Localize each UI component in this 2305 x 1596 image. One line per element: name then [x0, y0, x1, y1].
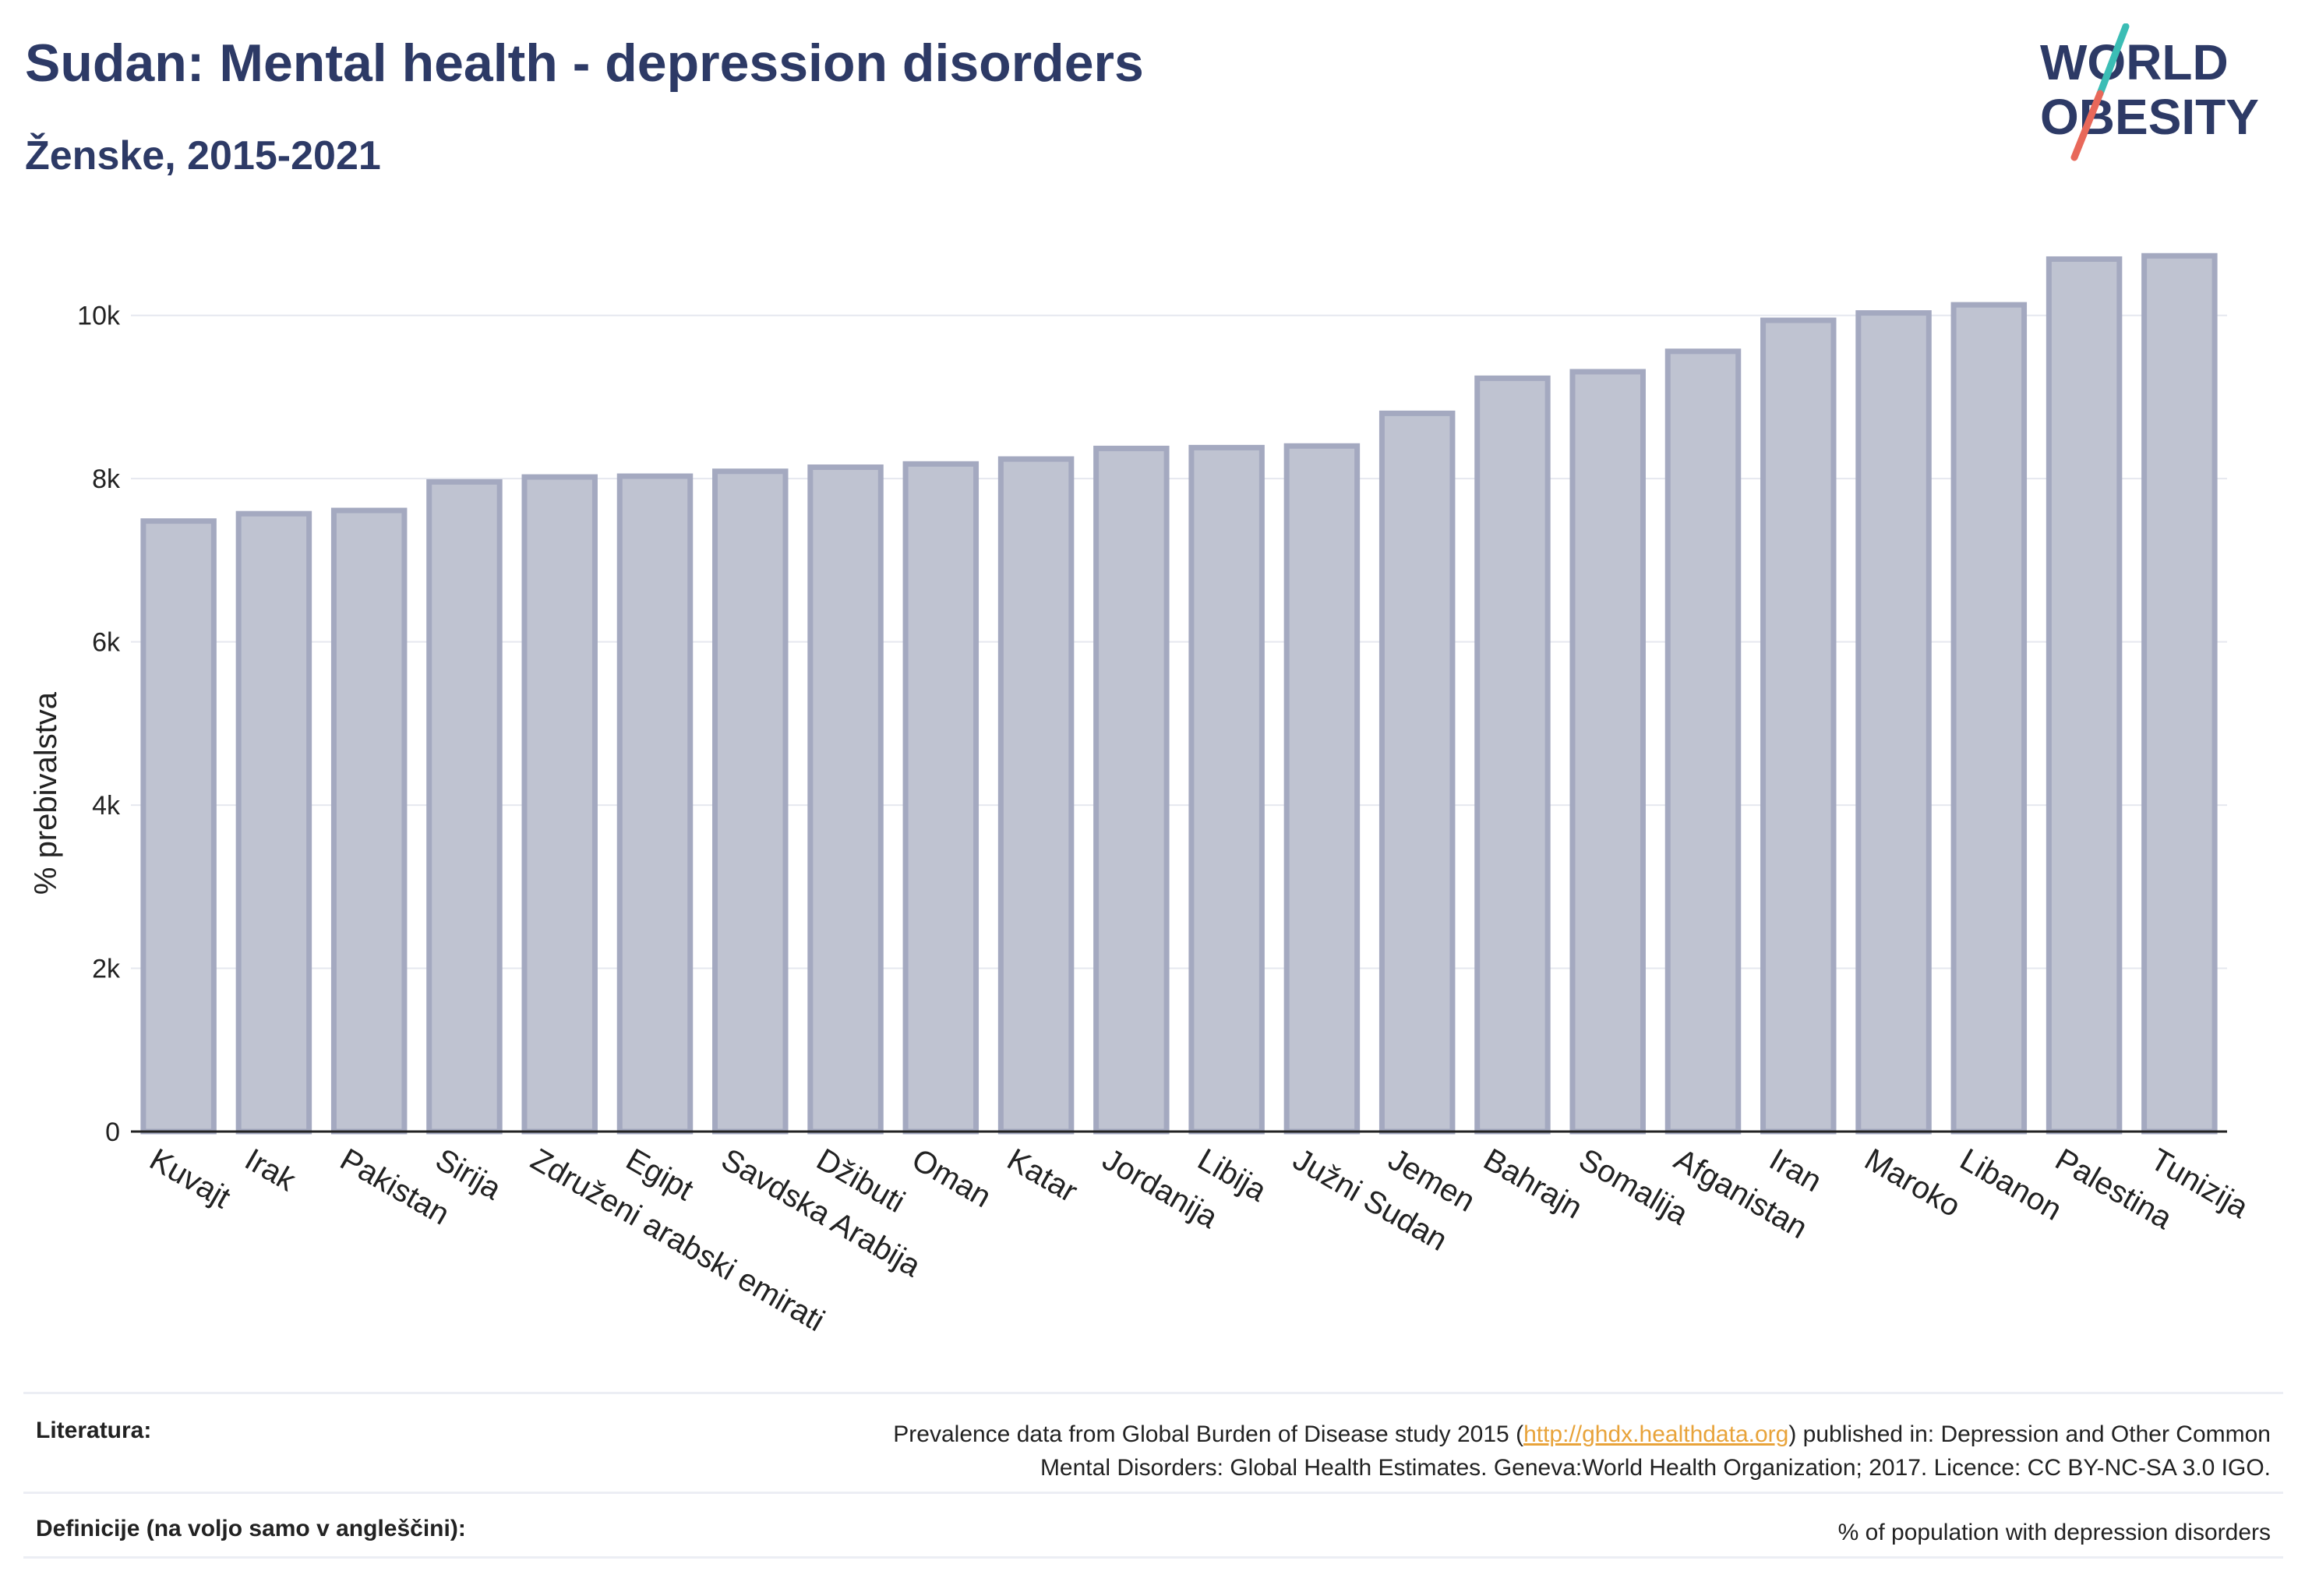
- x-tick-label: Kuvajt: [144, 1142, 236, 1216]
- x-tick-label: Irak: [239, 1142, 302, 1199]
- page-title: Sudan: Mental health - depression disord…: [25, 34, 1144, 93]
- bar: [1188, 444, 1265, 1135]
- y-tick-label: 2k: [92, 955, 121, 984]
- bar: [1855, 310, 1932, 1135]
- y-tick-labels: 0 2k 4k 6k 8k 10k: [77, 302, 121, 1147]
- bar: [807, 464, 884, 1135]
- sources-row: Literatura: Prevalence data from Global …: [23, 1392, 2283, 1492]
- y-tick-label: 10k: [77, 302, 121, 331]
- sources-link[interactable]: http://ghdx.healthdata.org: [1523, 1421, 1789, 1447]
- logo-slash-coral: [2070, 90, 2104, 161]
- bar: [1093, 445, 1170, 1135]
- bar: [712, 468, 789, 1135]
- logo-line-1: WORLD: [2040, 34, 2229, 90]
- sources-text-before: Prevalence data from Global Burden of Di…: [893, 1421, 1524, 1447]
- y-tick-label: 6k: [92, 628, 121, 658]
- bar: [1569, 369, 1646, 1135]
- x-tick-label: Maroko: [1859, 1142, 1967, 1224]
- x-tick-label: Pakistan: [334, 1142, 455, 1232]
- sources-text-after: ) published in: Depression and Other Com…: [1788, 1421, 2271, 1447]
- bar: [1664, 348, 1742, 1135]
- bar: [521, 474, 598, 1135]
- footer: Literatura: Prevalence data from Global …: [23, 1392, 2283, 1559]
- logo-line-2: OBESITY: [2040, 89, 2259, 145]
- definitions-row: Definicije (na voljo samo v angleščini):…: [23, 1492, 2283, 1559]
- bar: [1760, 317, 1837, 1135]
- y-tick-label: 8k: [92, 464, 121, 494]
- y-tick-label: 0: [105, 1118, 120, 1147]
- bar: [616, 473, 694, 1135]
- bars: [140, 252, 2218, 1135]
- bar: [1283, 443, 1361, 1135]
- x-tick-label: Somalija: [1573, 1142, 1694, 1232]
- bar: [1474, 375, 1551, 1135]
- bar: [997, 456, 1075, 1135]
- bar: [2046, 256, 2123, 1135]
- x-tick-label: Oman: [906, 1142, 997, 1215]
- sources-text-line2: Mental Disorders: Global Health Estimate…: [1040, 1455, 2271, 1481]
- y-axis-label: % prebivalstva: [29, 691, 63, 895]
- logo-slash-teal: [2096, 23, 2130, 97]
- bar: [2141, 252, 2218, 1135]
- x-tick-label: Bahrajn: [1477, 1142, 1587, 1226]
- bar: [902, 461, 980, 1135]
- bar: [330, 507, 408, 1135]
- x-tick-label: Iran: [1763, 1142, 1827, 1199]
- bar: [1378, 410, 1456, 1135]
- bar: [1950, 302, 2028, 1135]
- definitions-text: % of population with depression disorder…: [1837, 1520, 2271, 1545]
- bar: [235, 510, 312, 1135]
- x-tick-label: Katar: [1001, 1142, 1083, 1209]
- bar: [140, 518, 217, 1135]
- page-subtitle: Ženske, 2015-2021: [25, 133, 381, 178]
- y-tick-label: 4k: [92, 791, 121, 821]
- x-tick-label: Libanon: [1954, 1142, 2067, 1227]
- sources-text: Prevalence data from Global Burden of Di…: [893, 1418, 2271, 1485]
- definitions-label: Definicije (na voljo samo v angleščini):: [36, 1516, 466, 1541]
- sources-label: Literatura:: [36, 1418, 152, 1443]
- bar: [426, 478, 503, 1135]
- world-obesity-logo: WORLD OBESITY: [2040, 23, 2259, 161]
